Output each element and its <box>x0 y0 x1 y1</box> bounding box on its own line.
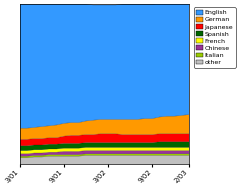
Legend: English, German, Japanese, Spanish, French, Chinese, Italian, other: English, German, Japanese, Spanish, Fren… <box>194 7 236 68</box>
